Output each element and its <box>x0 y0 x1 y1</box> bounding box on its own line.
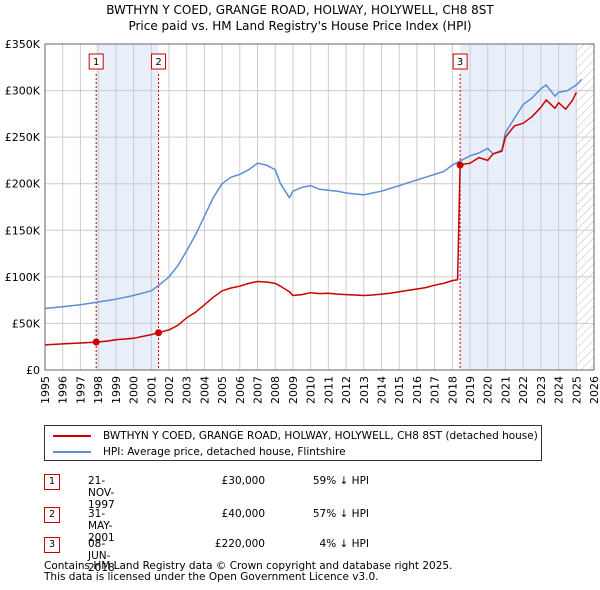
x-tick-label: 2009 <box>287 376 300 404</box>
y-tick-label: £250K <box>5 131 41 144</box>
x-tick-label: 2005 <box>216 376 229 404</box>
sale-point <box>155 329 163 337</box>
x-tick-label: 1997 <box>74 376 87 404</box>
x-tick-label: 1995 <box>39 376 52 404</box>
sale-label-box <box>88 53 104 70</box>
y-tick-label: £200K <box>5 178 41 191</box>
sale-hpi-diff: 59% ↓ HPI <box>312 475 369 487</box>
y-tick-label: £150K <box>5 224 41 237</box>
sale-label-text: 3 <box>457 57 463 68</box>
x-tick-label: 2025 <box>570 376 583 404</box>
legend: BWTHYN Y COED, GRANGE ROAD, HOLWAY, HOLY… <box>44 425 542 461</box>
sale-number-badge: 2 <box>44 507 60 523</box>
x-tick-label: 2018 <box>446 376 459 404</box>
x-tick-label: 1996 <box>57 376 70 404</box>
hpi-series-line <box>44 78 583 310</box>
legend-label-hpi: HPI: Average price, detached house, Flin… <box>103 446 346 458</box>
x-tick-label: 2020 <box>482 376 495 404</box>
ownership-shade <box>96 44 159 370</box>
plot-frame <box>44 43 595 371</box>
sale-price: £40,000 <box>221 508 265 520</box>
y-tick-label: £300K <box>5 85 41 98</box>
sale-date: 21-NOV-1997 <box>88 475 115 511</box>
sale-label-box <box>452 53 468 70</box>
x-tick-label: 2019 <box>464 376 477 404</box>
chart-title-line2: Price paid vs. HM Land Registry's House … <box>128 19 472 33</box>
x-tick-label: 2015 <box>393 376 406 404</box>
sale-hpi-diff: 4% ↓ HPI <box>319 538 369 550</box>
x-tick-label: 1998 <box>92 376 105 404</box>
sale-point <box>92 338 100 346</box>
x-tick-label: 2008 <box>269 376 282 404</box>
footer-licence: This data is licensed under the Open Gov… <box>44 571 379 583</box>
x-tick-label: 2012 <box>340 376 353 404</box>
x-tick-label: 2024 <box>553 376 566 404</box>
x-tick-label: 2017 <box>429 376 442 404</box>
footer: Contains HM Land Registry data © Crown c… <box>44 561 452 583</box>
sale-price: £220,000 <box>214 538 265 550</box>
x-tick-label: 1999 <box>110 376 123 404</box>
x-tick-label: 2004 <box>198 376 211 404</box>
x-tick-label: 2000 <box>128 376 141 404</box>
x-tick-label: 2021 <box>499 376 512 404</box>
y-tick-label: £350K <box>5 38 41 51</box>
legend-swatch-hpi <box>53 451 91 453</box>
future-hatch <box>576 44 594 370</box>
x-tick-label: 2001 <box>145 376 158 404</box>
sale-label-box <box>151 53 167 70</box>
y-tick-label: £50K <box>12 317 41 330</box>
x-tick-label: 2022 <box>517 376 530 404</box>
sale-hpi-diff: 57% ↓ HPI <box>312 508 369 520</box>
sale-point <box>456 161 464 169</box>
x-tick-label: 2014 <box>375 376 388 404</box>
price-chart: 1 2 3 £0 £50K £100K £150K £200K £250K £300K £350K 1… <box>5 38 600 404</box>
x-tick-label: 2002 <box>163 376 176 404</box>
ownership-shade <box>460 44 577 370</box>
x-tick-label: 2026 <box>588 376 600 404</box>
x-tick-label: 2023 <box>535 376 548 404</box>
price-series-line <box>44 92 577 346</box>
sale-number-badge: 3 <box>44 537 60 553</box>
x-tick-label: 2006 <box>234 376 247 404</box>
x-tick-label: 2016 <box>411 376 424 404</box>
chart-title-line1: BWTHYN Y COED, GRANGE ROAD, HOLWAY, HOLY… <box>106 3 494 17</box>
x-tick-label: 2003 <box>181 376 194 404</box>
y-tick-label: £0 <box>26 364 40 377</box>
footer-copyright: Contains HM Land Registry data © Crown c… <box>44 560 453 572</box>
legend-label-price: BWTHYN Y COED, GRANGE ROAD, HOLWAY, HOLY… <box>103 430 538 442</box>
sale-price: £30,000 <box>221 475 265 487</box>
x-tick-label: 2011 <box>322 376 335 404</box>
sale-label-text: 1 <box>93 57 99 68</box>
sale-date: 08-JUN-2018 <box>88 538 115 574</box>
x-tick-label: 2013 <box>358 376 371 404</box>
x-tick-label: 2007 <box>252 376 265 404</box>
y-tick-label: £100K <box>5 271 41 284</box>
x-tick-label: 2010 <box>305 376 318 404</box>
legend-swatch-price <box>53 435 91 437</box>
sale-date: 31-MAY-2001 <box>88 508 115 544</box>
sale-label-text: 2 <box>155 57 161 68</box>
sale-number-badge: 1 <box>44 474 60 490</box>
